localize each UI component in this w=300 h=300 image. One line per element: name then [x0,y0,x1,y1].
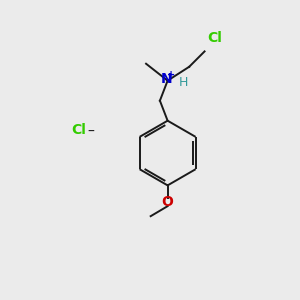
Text: Cl: Cl [208,31,223,45]
Text: N: N [160,72,172,86]
Text: Cl: Cl [71,123,86,137]
Text: H: H [178,76,188,89]
Text: –: – [88,125,94,139]
Text: +: + [167,70,175,80]
Text: O: O [162,195,173,209]
